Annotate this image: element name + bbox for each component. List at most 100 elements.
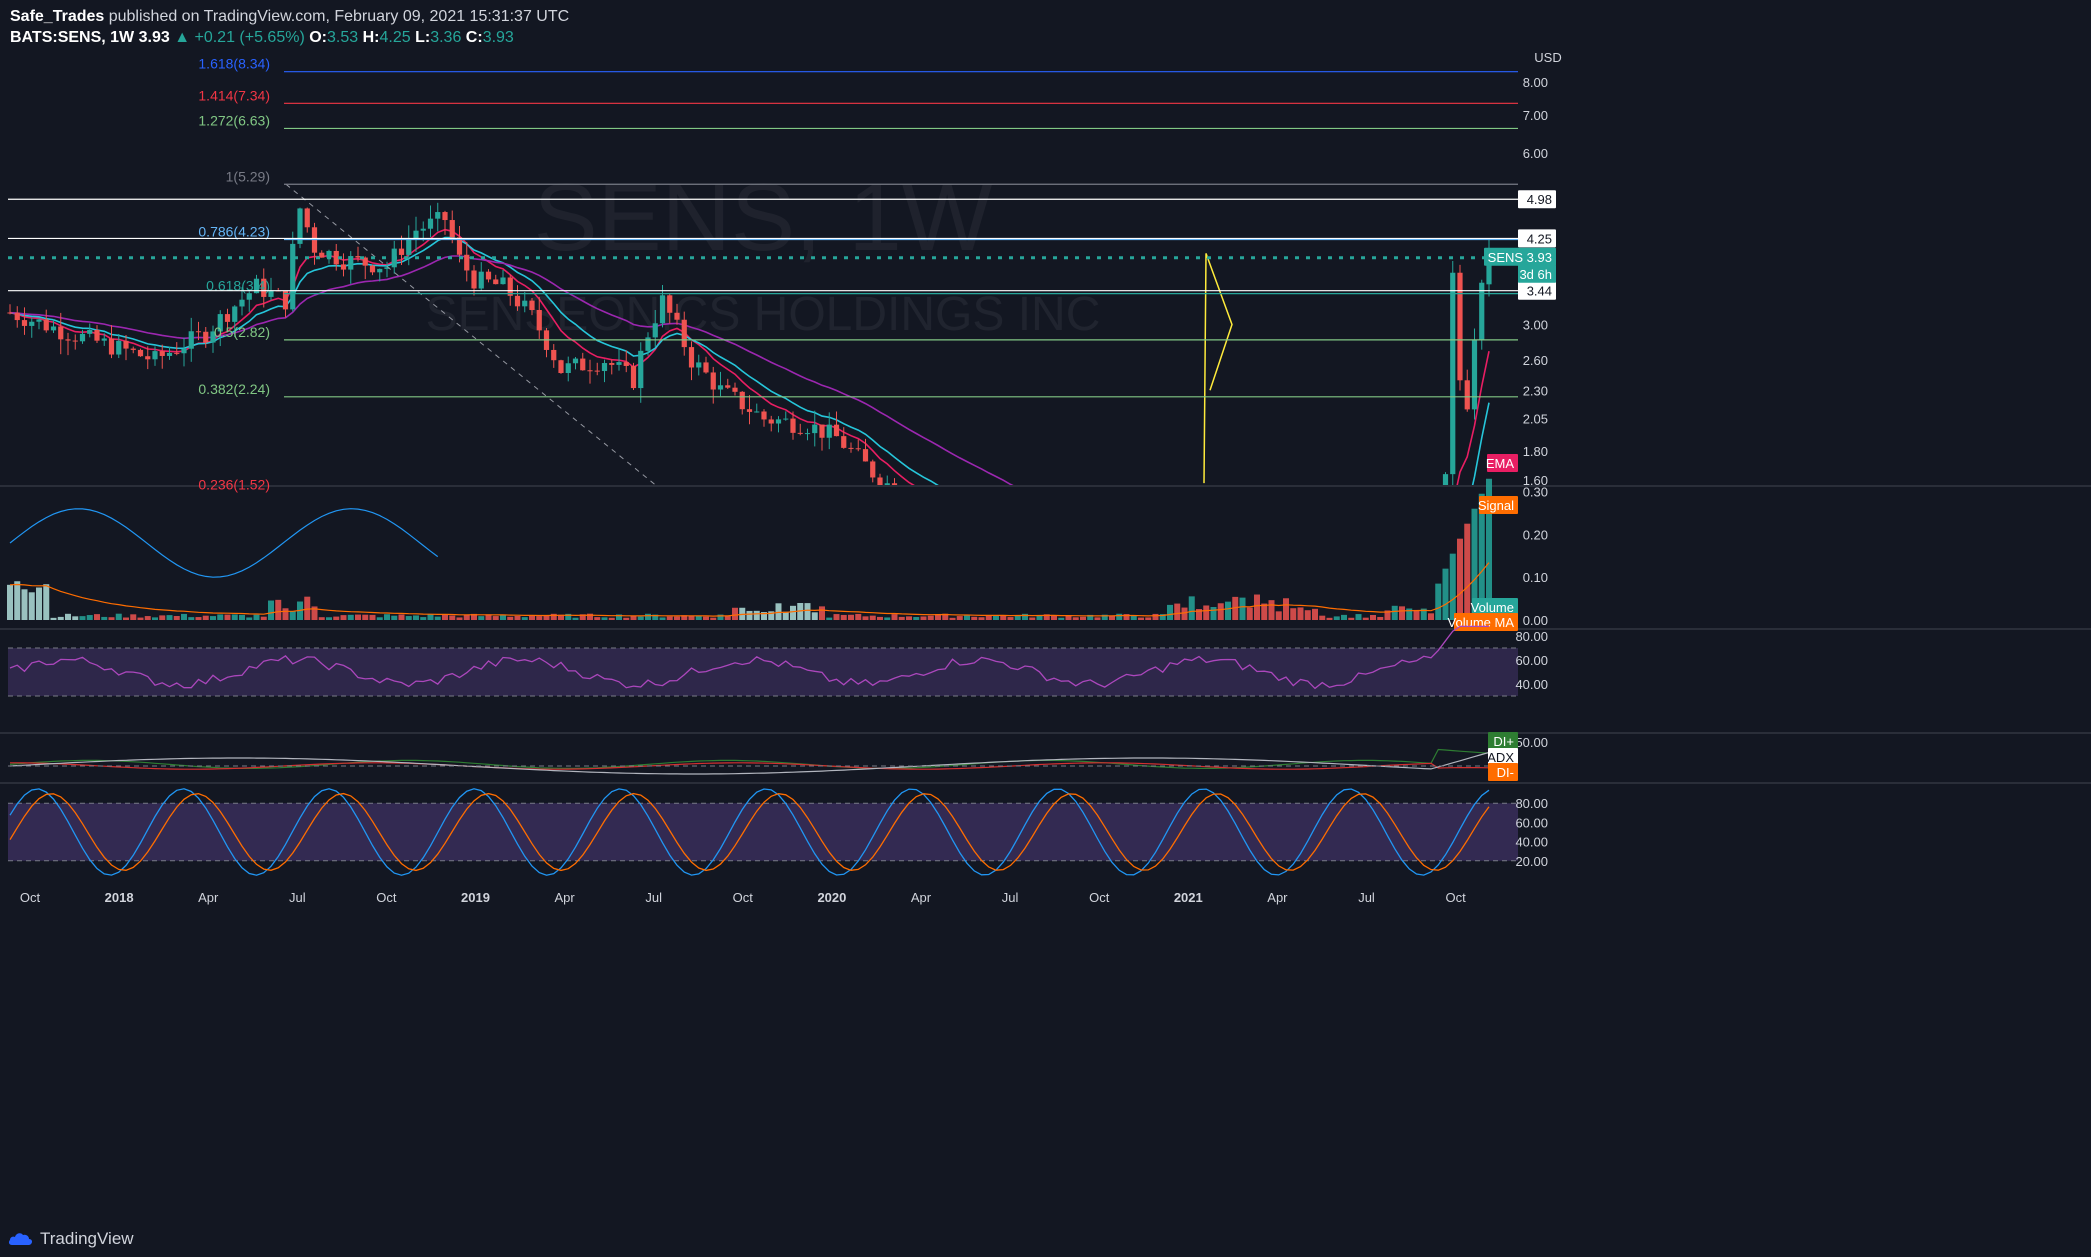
candle-body: [1486, 257, 1492, 285]
price-tick: 2.05: [1523, 412, 1548, 427]
candle-body: [253, 278, 260, 294]
symbol[interactable]: BATS:SENS, 1W: [10, 29, 135, 46]
candle-body: [761, 411, 767, 420]
candle-body: [471, 270, 477, 289]
watermark-company: SENSEONICS HOLDINGS INC: [426, 288, 1101, 341]
volume-bar: [1399, 606, 1405, 620]
volume-bar: [500, 615, 506, 620]
volume-bar: [1290, 608, 1297, 620]
volume-bar: [681, 615, 688, 620]
fib-label: 1.618(8.34): [198, 56, 270, 72]
candle-body: [790, 418, 796, 433]
candle-body: [710, 372, 716, 390]
volume-bar: [826, 617, 833, 620]
candle-body: [1037, 549, 1042, 559]
volume-bar: [1428, 613, 1434, 620]
time-tick: Oct: [20, 890, 41, 905]
ema-line-8: [9, 228, 1490, 485]
volume-bar: [217, 614, 224, 620]
author[interactable]: Safe_Trades: [10, 8, 105, 25]
ema-line-13: [9, 236, 1490, 485]
price-tick: 1.80: [1523, 444, 1548, 459]
candle-body: [979, 526, 984, 528]
low-value: 3.36: [430, 29, 462, 46]
volume-bar: [565, 613, 572, 620]
candle-body: [906, 499, 911, 504]
volume-bar: [1319, 615, 1326, 620]
time-tick: Oct: [733, 890, 754, 905]
volume-bar: [1268, 600, 1275, 620]
candle-body: [1385, 783, 1390, 797]
volume-bar: [1043, 614, 1050, 620]
candle-body: [667, 295, 673, 313]
volume-bar: [1341, 614, 1347, 620]
price-tick: 6.00: [1523, 146, 1548, 161]
volume-bar: [898, 616, 905, 620]
candle-body: [572, 358, 579, 364]
candle-body: [282, 290, 289, 310]
volume-bar: [311, 606, 318, 620]
chart-header: Safe_Trades published on TradingView.com…: [10, 6, 569, 48]
candle-body: [754, 411, 760, 413]
volume-bar: [942, 613, 949, 620]
stoch-band: [8, 803, 1518, 861]
candle-body: [645, 337, 651, 351]
volume-tick: 0.00: [1523, 613, 1548, 628]
candle-body: [891, 483, 898, 485]
volume-bar: [1217, 603, 1224, 620]
candle-body: [1044, 549, 1049, 562]
candle-body: [348, 256, 354, 270]
candle-body: [935, 505, 940, 513]
volume-bar: [753, 610, 760, 620]
stoch-tick: 60.00: [1515, 815, 1548, 830]
price-level-tag-bg: [1518, 229, 1556, 248]
candle-body: [681, 319, 687, 348]
main-pane: [7, 71, 1518, 797]
fib-label: 0.236(1.52): [198, 477, 270, 493]
candle-body: [319, 252, 325, 258]
candle-body: [1341, 756, 1346, 758]
price-tick: 1.60: [1523, 473, 1548, 488]
high-value: 4.25: [379, 29, 411, 46]
candle-body: [195, 331, 202, 333]
candle-body: [79, 333, 86, 342]
candle-body: [914, 502, 919, 504]
volume-bar: [72, 616, 79, 620]
volume-bar: [1159, 614, 1166, 620]
volume-bar: [768, 611, 775, 620]
volume-bar: [659, 617, 666, 620]
adx-line: [9, 751, 1490, 775]
candle-body: [1312, 744, 1317, 747]
volume-bar: [94, 614, 100, 620]
candle-body: [406, 238, 412, 255]
candle-body: [899, 496, 904, 499]
time-tick: Jul: [1358, 890, 1375, 905]
volume-bar: [1109, 615, 1115, 620]
candle-body: [732, 387, 738, 392]
candle-body: [384, 267, 390, 269]
close-label: C:: [465, 29, 483, 46]
volume-bar: [144, 616, 151, 620]
candle-body: [442, 212, 448, 221]
candle-body: [246, 293, 252, 300]
rsi-tick: 40.00: [1515, 677, 1548, 692]
candle-body: [1327, 755, 1332, 761]
candle-body: [224, 314, 231, 322]
candle-body: [36, 319, 42, 322]
candle-body: [943, 514, 948, 523]
volume-bar: [43, 584, 50, 620]
ema-osc-line: [9, 508, 439, 578]
tradingview-cloud-icon: [8, 1233, 33, 1245]
di-plus-line: [9, 748, 1490, 770]
published-info: published on TradingView.com, February 0…: [108, 8, 570, 25]
volume-bar: [877, 616, 883, 620]
tradingview-logo[interactable]: TradingView: [8, 1229, 134, 1249]
volume-bar: [202, 615, 209, 620]
volume-bar: [1051, 615, 1057, 620]
countdown-tag: 3d 6h: [1519, 267, 1552, 282]
volume-bar: [637, 616, 644, 620]
candle-body: [652, 323, 658, 338]
candle-body: [529, 300, 535, 310]
candle-body: [377, 268, 383, 273]
